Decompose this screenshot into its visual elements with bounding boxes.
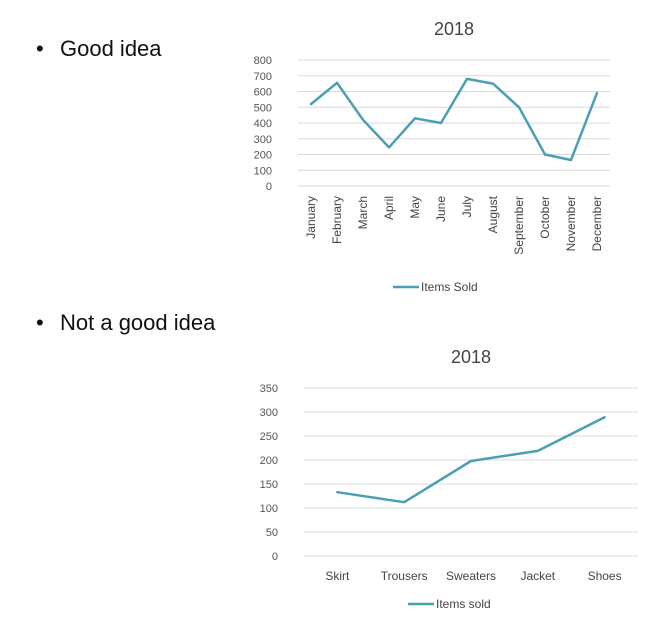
x-tick-label: April — [382, 196, 396, 220]
chart-monthly-items-sold: 2018 0 100 200 300 400 500 600 700 800 January Febr… — [254, 19, 610, 294]
chart-title: 2018 — [434, 19, 474, 39]
x-tick-label: July — [460, 196, 474, 217]
x-tick-label: August — [486, 195, 500, 233]
y-tick-label: 400 — [254, 118, 272, 130]
y-tick-label: 350 — [260, 383, 278, 395]
x-tick-label: Jacket — [520, 569, 555, 583]
x-tick-label: June — [434, 196, 448, 222]
y-tick-label: 800 — [254, 55, 272, 67]
y-tick-label: 150 — [260, 479, 278, 491]
x-tick-label: November — [564, 196, 578, 251]
bullet-text: Not a good idea — [60, 310, 216, 335]
y-tick-label: 50 — [266, 527, 278, 539]
chart-title: 2018 — [451, 347, 491, 367]
bullet-text: Good idea — [60, 36, 162, 61]
x-tick-label: February — [330, 196, 344, 244]
x-tick-label: January — [304, 196, 318, 239]
y-tick-label: 200 — [260, 455, 278, 467]
x-tick-label: March — [356, 196, 370, 229]
chart-product-items-sold: 2018 0 50 100 150 200 250 300 350 Skirt Trousers Sw… — [260, 347, 638, 611]
x-tick-label: December — [590, 196, 604, 251]
y-tick-label: 200 — [254, 150, 272, 162]
y-tick-label: 300 — [254, 134, 272, 146]
x-tick-label: October — [538, 196, 552, 239]
y-tick-label: 100 — [254, 165, 272, 177]
x-tick-label: Sweaters — [446, 569, 496, 583]
bullet-dot-icon: • — [36, 310, 44, 335]
x-tick-label: Trousers — [381, 569, 428, 583]
y-tick-label: 0 — [266, 181, 272, 193]
bullet-dot-icon: • — [36, 36, 44, 61]
bullet-not-good-idea: • Not a good idea — [36, 310, 215, 336]
y-tick-label: 250 — [260, 431, 278, 443]
y-tick-label: 500 — [254, 102, 272, 114]
y-tick-label: 300 — [260, 407, 278, 419]
x-tick-label: May — [408, 196, 422, 219]
y-tick-label: 100 — [260, 503, 278, 515]
x-tick-label: September — [512, 196, 526, 255]
x-tick-label: Shoes — [588, 569, 622, 583]
y-tick-label: 600 — [254, 87, 272, 99]
y-tick-label: 0 — [272, 551, 278, 563]
x-tick-label: Skirt — [325, 569, 350, 583]
bullet-good-idea: • Good idea — [36, 36, 162, 62]
legend-label: Items sold — [436, 597, 491, 611]
y-tick-label: 700 — [254, 71, 272, 83]
series-line — [309, 77, 599, 162]
legend-label: Items Sold — [421, 280, 478, 294]
